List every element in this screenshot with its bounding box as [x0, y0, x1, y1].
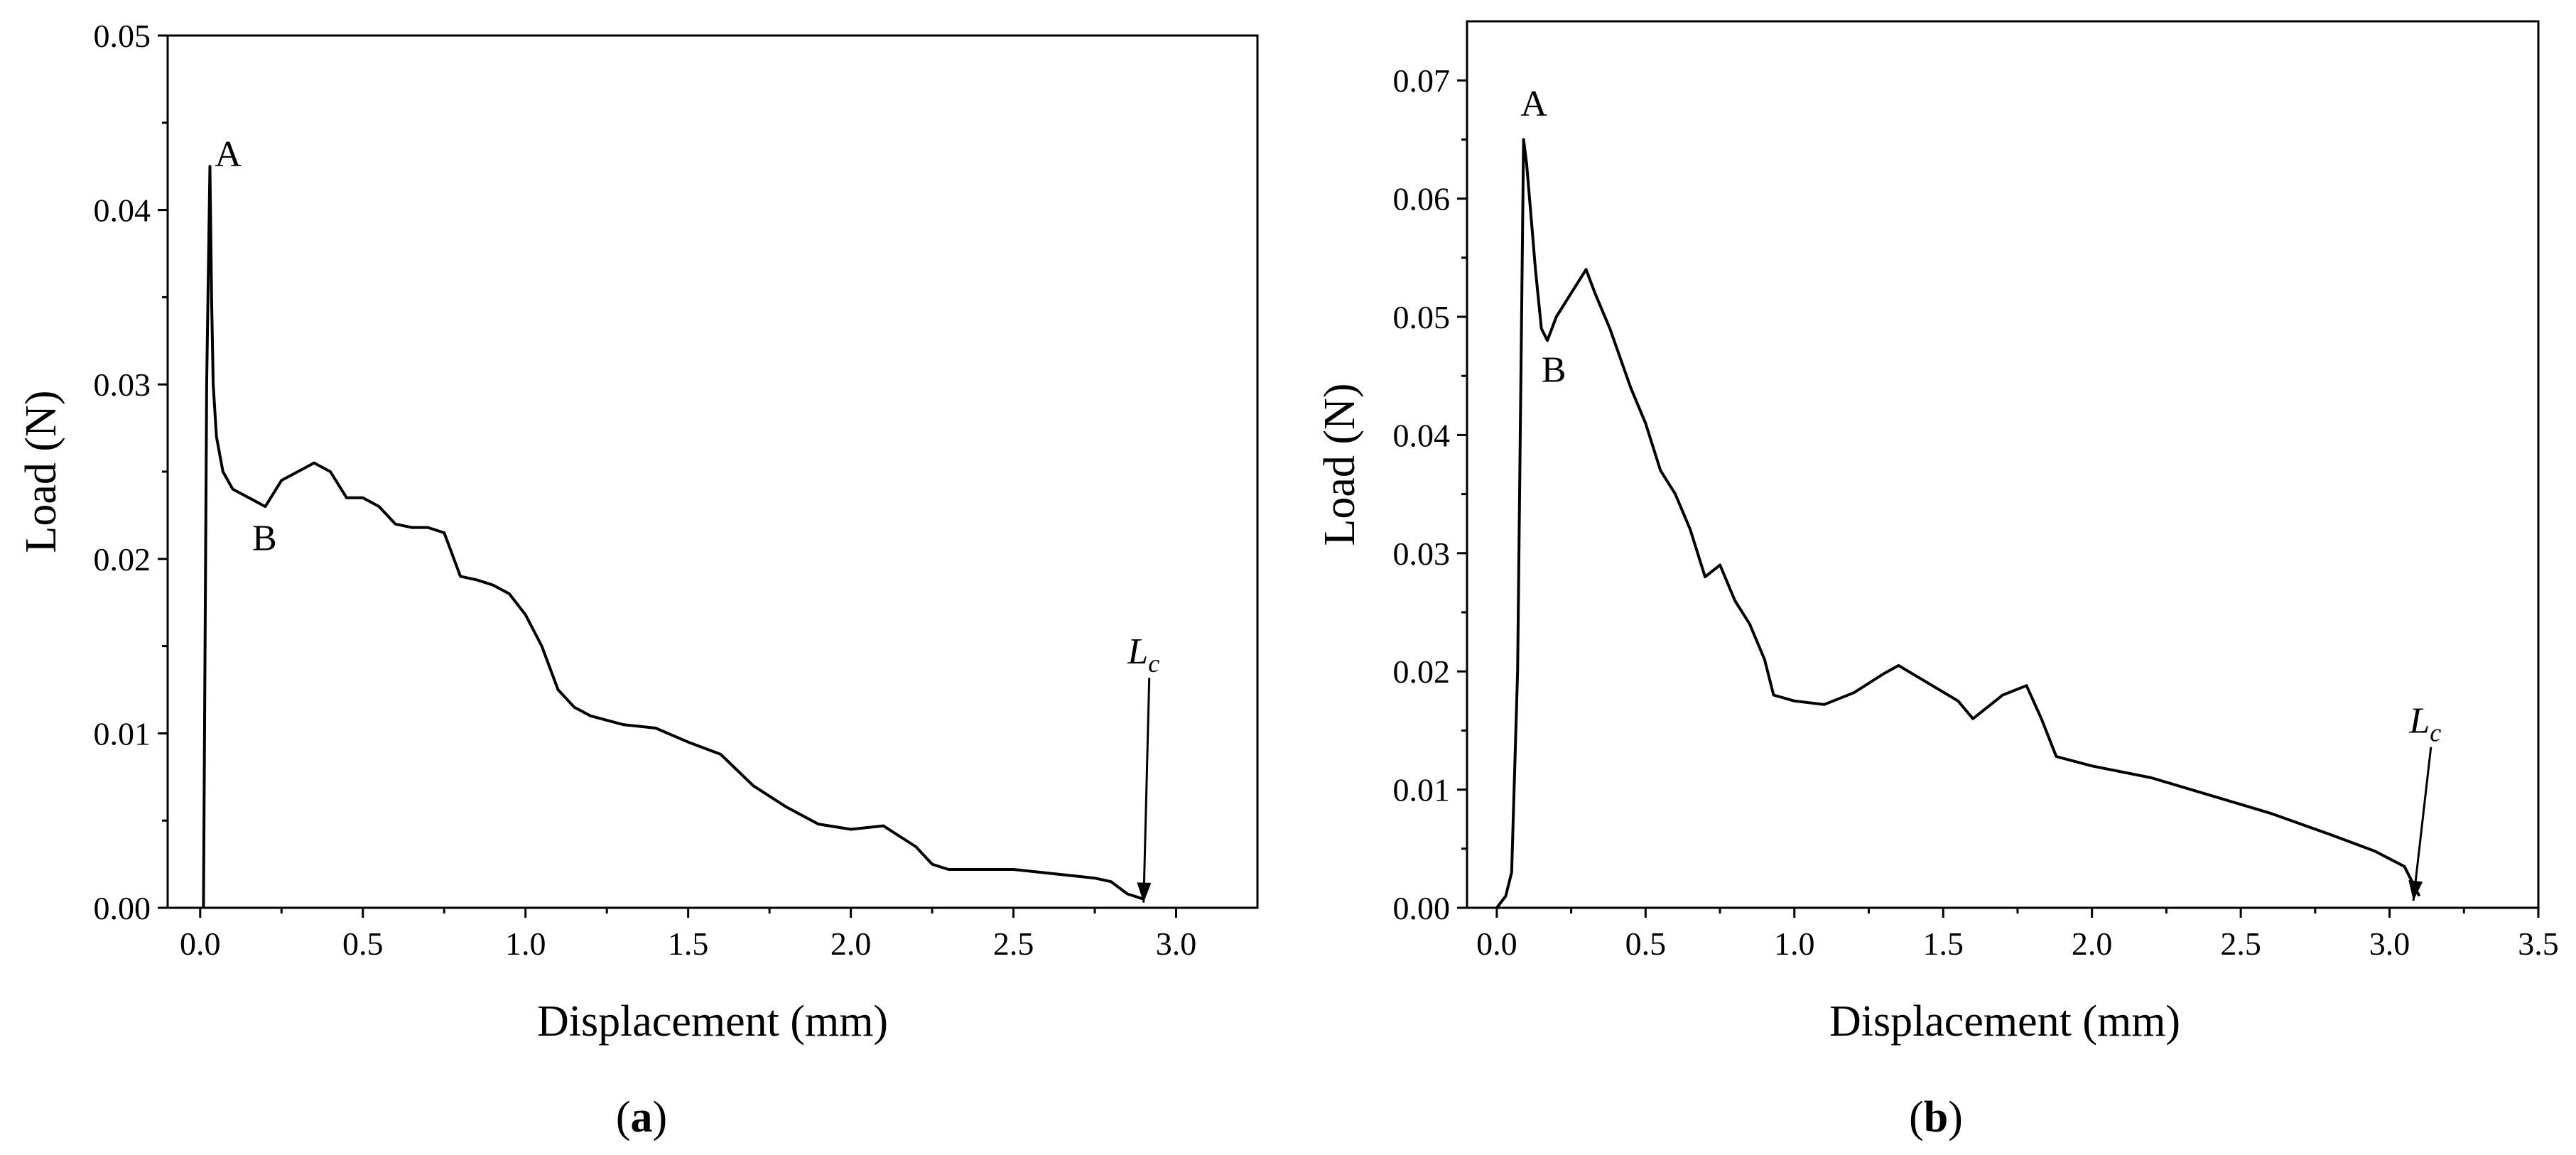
chart-a-panel-label: (a) — [616, 1093, 667, 1142]
chart-b-panel-letter: b — [1924, 1093, 1948, 1142]
chart-b: 0.00 0.01 0.02 0.03 0.04 0.05 0.06 0.07 0.0 0.5 1… — [1316, 20, 2559, 1142]
chart-b-ytick-label: 0.05 — [1393, 299, 1451, 335]
chart-b-xtick-label: 0.5 — [1625, 926, 1667, 962]
chart-a-xtick-label: 1.0 — [505, 926, 546, 962]
chart-a-annotation-sub: c — [1148, 649, 1159, 678]
chart-b-x-ticks: 0.0 0.5 1.0 1.5 2.0 2.5 3.0 3.5 — [1476, 908, 2559, 962]
chart-b-xtick-label: 2.0 — [2072, 926, 2113, 962]
chart-b-xtick-label: 3.5 — [2518, 926, 2559, 962]
chart-b-xtick-label: 1.0 — [1774, 926, 1815, 962]
chart-b-xtick-label: 0.0 — [1476, 926, 1517, 962]
chart-b-annotation: B — [1542, 350, 1566, 391]
chart-a-annotation: B — [252, 519, 277, 559]
chart-b-ytick-label: 0.07 — [1393, 63, 1451, 99]
chart-b-annotations: A B Lc — [1520, 84, 2441, 901]
chart-b-ytick-label: 0.01 — [1393, 772, 1451, 808]
chart-a-panel-letter: a — [631, 1093, 653, 1142]
chart-b-annotation-main: L — [2408, 701, 2430, 742]
chart-a-xtick-label: 2.0 — [830, 926, 872, 962]
chart-b-ytick-label: 0.03 — [1393, 536, 1451, 572]
chart-b-annotation-sub: c — [2430, 719, 2441, 747]
chart-b-frame — [1466, 20, 2540, 909]
chart-a-xtick-label: 3.0 — [1156, 926, 1197, 962]
chart-b-series-load — [1495, 138, 2421, 909]
chart-b-arrow — [2412, 747, 2432, 901]
chart-a-xtick-label: 2.5 — [993, 926, 1034, 962]
chart-a-annotation: Lc — [1127, 631, 1159, 678]
chart-b-ytick-label: 0.04 — [1393, 417, 1451, 453]
chart-b-annotation: A — [1520, 84, 1547, 124]
chart-a-xtick-label: 0.0 — [180, 926, 221, 962]
chart-a-xtick-label: 1.5 — [668, 926, 709, 962]
chart-a-ytick-label: 0.02 — [94, 541, 151, 578]
chart-b-ylabel: Load (N) — [1316, 384, 1364, 546]
chart-b-ytick-label: 0.00 — [1393, 890, 1451, 926]
chart-b-xlabel: Displacement (mm) — [1829, 997, 2180, 1046]
chart-a-x-ticks: 0.0 0.5 1.0 1.5 2.0 2.5 3.0 — [180, 908, 1196, 962]
chart-b-annotation: Lc — [2408, 701, 2441, 747]
chart-a-xtick-label: 0.5 — [342, 926, 384, 962]
chart-a-arrow — [1142, 678, 1151, 903]
chart-a-annotation: A — [215, 134, 242, 175]
chart-b-xtick-label: 1.5 — [1922, 926, 1964, 962]
chart-a-ytick-label: 0.00 — [94, 890, 151, 926]
chart-b-arrowhead — [2408, 880, 2423, 901]
chart-b-xtick-label: 3.0 — [2369, 926, 2410, 962]
chart-b-ytick-label: 0.02 — [1393, 654, 1451, 690]
chart-a-ytick-label: 0.01 — [94, 715, 151, 752]
chart-a-xlabel: Displacement (mm) — [537, 997, 888, 1046]
chart-b-ytick-label: 0.06 — [1393, 181, 1451, 217]
chart-b-panel-label: (b) — [1909, 1093, 1963, 1142]
chart-a-series-load — [202, 165, 1144, 909]
chart-a: 0.00 0.01 0.02 0.03 0.04 0.05 0.0 0.5 1.0 1.5 2.0… — [17, 18, 1259, 1142]
chart-b-xtick-label: 2.5 — [2220, 926, 2261, 962]
chart-a-ytick-label: 0.04 — [94, 192, 151, 229]
chart-a-ytick-label: 0.05 — [94, 18, 151, 54]
chart-a-arrowhead — [1137, 882, 1152, 903]
chart-a-y-ticks: 0.00 0.01 0.02 0.03 0.04 0.05 — [94, 18, 168, 926]
chart-a-ylabel: Load (N) — [17, 391, 65, 553]
chart-a-annotation-main: L — [1127, 631, 1148, 672]
chart-a-ytick-label: 0.03 — [94, 367, 151, 403]
chart-a-annotations: A B Lc — [215, 134, 1159, 903]
chart-b-y-ticks: 0.00 0.01 0.02 0.03 0.04 0.05 0.06 0.07 — [1393, 63, 1467, 926]
